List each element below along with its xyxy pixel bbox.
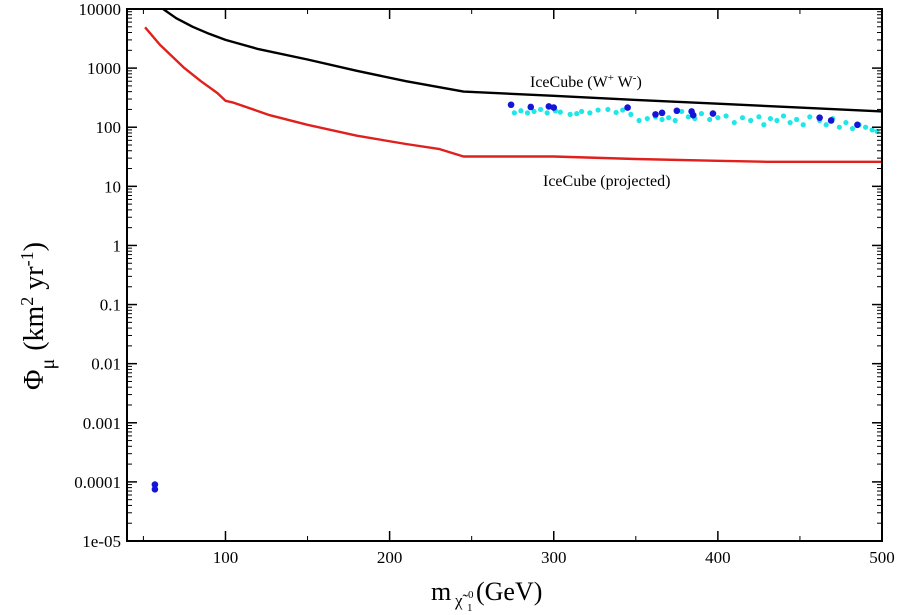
scatter-point-cyan — [698, 111, 705, 117]
scatter-point-cyan — [787, 119, 793, 126]
scatter-point-cyan — [723, 113, 729, 119]
scatter-point-blue — [624, 104, 631, 111]
scatter-point-cyan — [557, 109, 563, 115]
scatter-point-cyan — [511, 110, 517, 116]
scatter-point-cyan — [774, 117, 780, 124]
x-tick-label: 500 — [869, 548, 895, 567]
scatter-point-blue — [550, 104, 558, 111]
scatter-point-cyan — [794, 116, 800, 123]
scatter-point-blue — [709, 110, 717, 117]
scatter-point-cyan — [767, 115, 773, 122]
scatter-point-cyan — [672, 117, 678, 124]
scatter-point-blue — [527, 103, 535, 111]
scatter-point-cyan — [636, 117, 642, 124]
annotations: IceCube (W+ W-) IceCube (projected) — [530, 72, 670, 190]
scatter-point-cyan — [761, 122, 767, 128]
y-tick-label: 1e-05 — [82, 532, 121, 551]
scatter-point-cyan — [800, 122, 806, 128]
line-icecube-projected — [144, 26, 882, 164]
x-axis-title-zero: 0 — [468, 589, 474, 601]
y-tick-label: 10000 — [79, 0, 122, 19]
scatter-point-blue — [816, 114, 823, 121]
y-tick-label: 1000 — [87, 59, 121, 78]
scatter-point-blue — [827, 117, 835, 124]
y-tick-label: 100 — [96, 118, 122, 137]
scatter-point-cyan — [587, 110, 593, 116]
scatter-point-cyan — [518, 108, 524, 114]
scatter-point-cyan — [731, 119, 737, 126]
scatter-point-cyan — [567, 111, 573, 117]
scatter-point-cyan — [780, 113, 787, 119]
scatter-point-cyan — [836, 124, 842, 130]
line-icecube-ww — [161, 9, 882, 113]
x-axis-title: m χ̃ 1 0 (GeV) — [431, 577, 542, 614]
x-axis-title-units: (GeV) — [476, 577, 542, 606]
y-tick-label: 10 — [104, 177, 121, 196]
scatter-point-blue — [673, 107, 681, 115]
scatter-point-cyan — [538, 106, 544, 113]
scatter-point-blue — [854, 121, 861, 129]
y-tick-label: 0.1 — [100, 296, 121, 315]
x-tick-label: 100 — [213, 548, 239, 567]
scatter-point-cyan — [869, 127, 875, 133]
scatter-point-cyan — [666, 115, 672, 121]
x-tick-label: 300 — [541, 548, 567, 567]
y-tick-label: 0.001 — [83, 414, 121, 433]
axes: 100 200 300 400 500 1e-05 0.0001 0.001 0.01 0.1 1 1… — [74, 0, 895, 567]
scatter-point-cyan — [843, 119, 849, 126]
plot-frame — [126, 8, 883, 542]
x-axis-title-m: m — [431, 577, 451, 606]
scatter-point-blue — [689, 111, 697, 119]
scatter-point-cyan — [748, 117, 754, 124]
y-tick-label: 0.01 — [91, 355, 121, 374]
scatter-point-cyan — [628, 111, 634, 117]
scatter-point-cyan — [579, 108, 585, 115]
series-label-icecube-ww: IceCube (W+ W-) — [530, 72, 642, 91]
scatter-point-blue — [658, 109, 666, 117]
scatter-point-cyan — [715, 115, 721, 121]
scatter-point-blue — [151, 485, 159, 493]
scatter-point-cyan — [679, 108, 685, 115]
scatter-point-cyan — [613, 109, 619, 116]
scatter-point-cyan — [823, 122, 829, 128]
y-tick-label: 0.0001 — [74, 473, 121, 492]
scatter-point-blue — [507, 101, 515, 109]
scatter-point-blue — [652, 111, 659, 118]
scatter-point-cyan — [659, 116, 665, 123]
scatter-point-cyan — [685, 114, 691, 120]
scatter-point-cyan — [574, 111, 580, 117]
scatter-point-cyan — [644, 115, 650, 122]
scatter-point-blue — [151, 481, 159, 488]
y-axis-title: Φμ(km2 yr-1) — [17, 242, 59, 390]
scatter-point-cyan — [807, 114, 813, 120]
scatter-point-cyan — [739, 115, 746, 121]
x-tick-label: 200 — [377, 548, 403, 567]
scatter-point-cyan — [620, 107, 626, 113]
scatter-point-cyan — [862, 124, 869, 130]
scatter-point-cyan — [595, 107, 601, 113]
scatter-point-cyan — [544, 110, 550, 116]
series-label-icecube-projected: IceCube (projected) — [543, 173, 670, 190]
scatter-point-cyan — [849, 125, 856, 132]
scatter-point-blue — [545, 103, 553, 110]
plot-area — [144, 9, 882, 493]
y-tick-label: 1 — [113, 236, 122, 255]
x-axis-title-index: 1 — [467, 602, 473, 614]
scatter-point-cyan — [707, 116, 713, 123]
scatter-point-cyan — [524, 110, 531, 116]
scatter-point-cyan — [605, 106, 611, 113]
y-axis-title-text: Φμ(km2 yr-1) — [17, 242, 59, 390]
scatter-point-cyan — [531, 108, 537, 115]
x-tick-label: 400 — [705, 548, 731, 567]
scatter-point-cyan — [756, 114, 762, 120]
